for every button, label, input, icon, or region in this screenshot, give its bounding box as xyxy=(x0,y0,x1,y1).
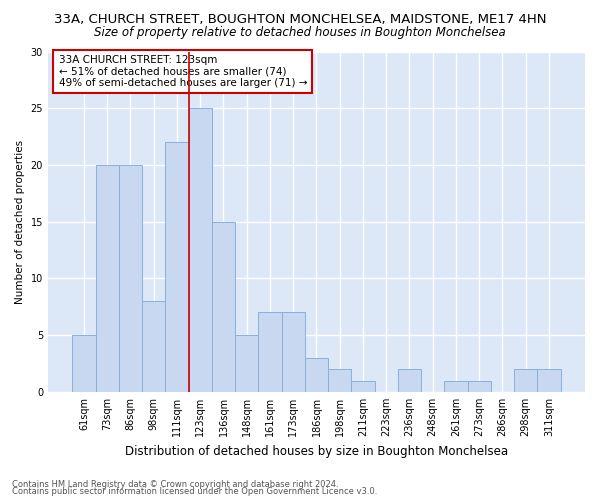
Bar xyxy=(259,312,281,392)
Bar xyxy=(305,358,328,392)
Bar xyxy=(352,380,374,392)
Text: 33A CHURCH STREET: 123sqm
← 51% of detached houses are smaller (74)
49% of semi-: 33A CHURCH STREET: 123sqm ← 51% of detac… xyxy=(59,55,307,88)
Bar xyxy=(142,301,166,392)
Bar xyxy=(538,369,560,392)
Bar xyxy=(212,222,235,392)
Bar xyxy=(166,142,188,392)
Text: Size of property relative to detached houses in Boughton Monchelsea: Size of property relative to detached ho… xyxy=(94,26,506,39)
Bar xyxy=(467,380,491,392)
Text: Contains HM Land Registry data © Crown copyright and database right 2024.: Contains HM Land Registry data © Crown c… xyxy=(12,480,338,489)
Text: Contains public sector information licensed under the Open Government Licence v3: Contains public sector information licen… xyxy=(12,487,377,496)
Bar xyxy=(95,165,119,392)
Bar xyxy=(514,369,538,392)
Bar xyxy=(328,369,352,392)
Bar xyxy=(398,369,421,392)
Bar xyxy=(235,335,259,392)
Bar xyxy=(73,335,95,392)
Bar xyxy=(188,108,212,392)
Bar xyxy=(445,380,467,392)
X-axis label: Distribution of detached houses by size in Boughton Monchelsea: Distribution of detached houses by size … xyxy=(125,444,508,458)
Bar xyxy=(281,312,305,392)
Bar xyxy=(119,165,142,392)
Text: 33A, CHURCH STREET, BOUGHTON MONCHELSEA, MAIDSTONE, ME17 4HN: 33A, CHURCH STREET, BOUGHTON MONCHELSEA,… xyxy=(54,12,546,26)
Y-axis label: Number of detached properties: Number of detached properties xyxy=(15,140,25,304)
